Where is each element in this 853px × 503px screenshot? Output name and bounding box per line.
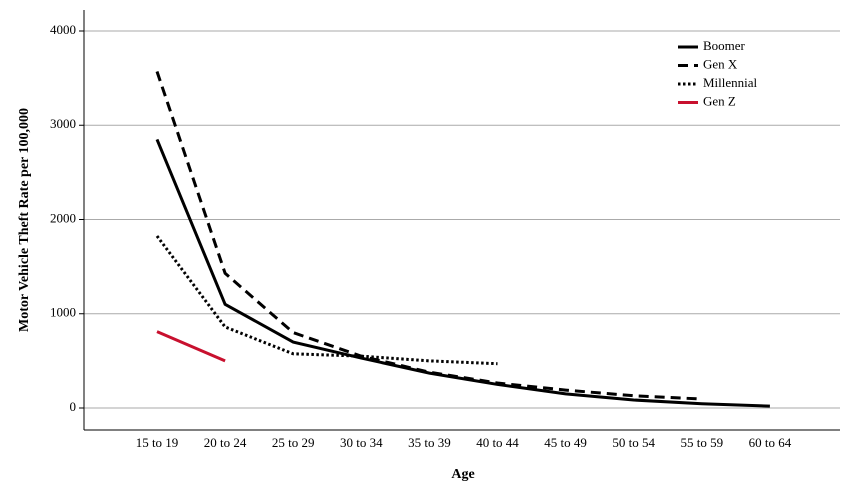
x-tick-label: 55 to 59	[680, 435, 723, 450]
series-line	[155, 235, 498, 366]
x-tick-label: 25 to 29	[272, 435, 315, 450]
legend-label: Gen X	[703, 56, 738, 71]
legend-label: Millennial	[703, 75, 758, 90]
y-tick-label: 0	[70, 399, 77, 414]
series-line	[155, 71, 702, 401]
x-tick-label: 40 to 44	[476, 435, 519, 450]
x-tick-label: 45 to 49	[544, 435, 587, 450]
series-line	[156, 330, 226, 363]
series-line	[155, 138, 770, 408]
x-axis-title: Age	[451, 467, 474, 482]
x-tick-label: 60 to 64	[749, 435, 792, 450]
x-tick-label: 30 to 34	[340, 435, 383, 450]
y-tick-label: 3000	[50, 116, 76, 131]
legend-label: Boomer	[703, 38, 746, 53]
x-tick-label: 50 to 54	[612, 435, 655, 450]
y-tick-label: 2000	[50, 210, 76, 225]
x-tick-label: 20 to 24	[204, 435, 247, 450]
x-tick-label: 35 to 39	[408, 435, 451, 450]
y-axis-title: Motor Vehicle Theft Rate per 100,000	[17, 108, 32, 332]
x-tick-label: 15 to 19	[136, 435, 179, 450]
y-tick-label: 1000	[50, 305, 76, 320]
legend-label: Gen Z	[703, 93, 736, 108]
y-tick-label: 4000	[50, 22, 76, 37]
